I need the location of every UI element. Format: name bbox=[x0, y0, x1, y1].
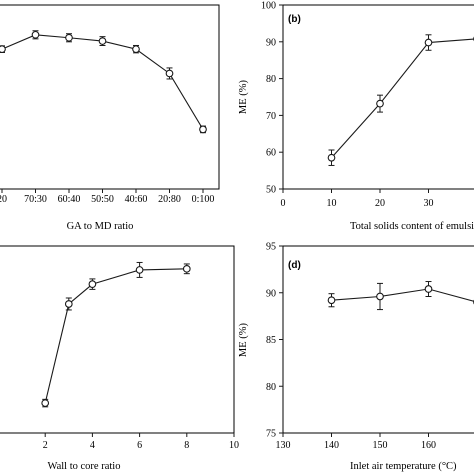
panel-d-x-tick-label: 140 bbox=[324, 440, 339, 451]
panel-a-x-tick-label: 60:40 bbox=[58, 194, 81, 205]
panel-b-y-tick-label: 60 bbox=[266, 148, 276, 159]
panel-b-x-tick-label: 10 bbox=[327, 198, 337, 209]
panel-d-label: (d) bbox=[288, 260, 301, 271]
panel-b-x-tick-label: 30 bbox=[424, 198, 434, 209]
panel-d-y-tick-label: 95 bbox=[266, 242, 276, 253]
panel-c-axes-frame bbox=[0, 245, 235, 434]
panel-b: 0 10 20 30 50 60 70 80 90 100 (b) ME (%) Total so… bbox=[238, 1, 474, 232]
panel-c: 2 4 6 8 10 Wall to core ratio bbox=[0, 245, 239, 472]
panel-a-x-axis-label: GA to MD ratio bbox=[67, 221, 134, 232]
panel-a-data-point bbox=[199, 125, 207, 134]
panel-c-data-point bbox=[64, 300, 73, 308]
panel-d-y-tick-label: 75 bbox=[266, 429, 276, 440]
panel-c-x-tick-label: 8 bbox=[184, 440, 189, 451]
panel-c-x-tick-label: 2 bbox=[43, 440, 48, 451]
panel-a-x-tick-label: 20:80 bbox=[158, 194, 181, 205]
panel-c-x-tick-label: 10 bbox=[229, 440, 239, 451]
panel-a-data-point bbox=[65, 33, 73, 42]
panel-d-series-line bbox=[331, 288, 474, 302]
panel-d-axes-frame bbox=[282, 245, 474, 434]
panel-a-x-tick-label: 20 bbox=[0, 194, 7, 205]
panel-b-y-tick-label: 80 bbox=[266, 74, 276, 85]
panel-a-axes-frame bbox=[0, 4, 220, 190]
panel-b-data-point bbox=[376, 99, 384, 108]
panel-d-y-tick-label: 90 bbox=[266, 288, 276, 299]
panel-d-data-point bbox=[327, 296, 336, 305]
panel-b-x-tick-label: 0 bbox=[281, 198, 286, 209]
panel-b-y-tick-label: 100 bbox=[261, 1, 276, 12]
panel-d-x-axis-label: Inlet air temperature (°C) bbox=[350, 461, 457, 472]
panel-d-x-tick-label: 160 bbox=[421, 440, 436, 451]
panel-a-data-point bbox=[132, 45, 140, 54]
panel-a-series-line bbox=[1, 34, 204, 130]
panel-c-data-point bbox=[41, 399, 50, 407]
panel-b-x-axis-label: Total solids content of emulsion bbox=[350, 221, 474, 232]
panel-a: 20 70:30 60:40 50:50 40:60 20:80 0:100 GA to M… bbox=[0, 4, 220, 232]
panel-b-label: (b) bbox=[288, 14, 301, 25]
panel-b-y-axis-label: ME (%) bbox=[238, 79, 249, 114]
panel-b-axes-frame bbox=[282, 4, 474, 190]
panel-a-x-tick-label: 40:60 bbox=[125, 194, 148, 205]
panel-a-x-tick-label: 0:100 bbox=[192, 194, 215, 205]
panel-c-series-line bbox=[44, 268, 187, 404]
panel-a-data-point bbox=[165, 69, 174, 78]
panel-c-x-tick-label: 4 bbox=[90, 440, 95, 451]
panel-b-data-point bbox=[327, 153, 336, 162]
panel-a-data-point bbox=[98, 37, 107, 45]
panel-c-data-point bbox=[182, 264, 191, 273]
panel-c-data-point bbox=[135, 266, 144, 274]
panel-c-x-tick-label: 6 bbox=[137, 440, 142, 451]
panel-b-series-line bbox=[331, 38, 474, 159]
panel-d-y-axis-label: ME (%) bbox=[238, 322, 249, 357]
panel-d-x-tick-label: 150 bbox=[373, 440, 388, 451]
panel-d-data-point bbox=[376, 292, 384, 301]
panel-b-data-point bbox=[424, 38, 433, 47]
panel-d-data-point bbox=[424, 285, 433, 293]
panel-b-y-tick-label: 90 bbox=[266, 37, 276, 48]
panel-d-y-tick-label: 80 bbox=[266, 382, 276, 393]
panel-a-data-point bbox=[31, 30, 40, 39]
panel-b-x-tick-label: 20 bbox=[375, 198, 385, 209]
panel-c-x-axis-label: Wall to core ratio bbox=[48, 461, 121, 472]
panel-b-y-tick-label: 70 bbox=[266, 111, 276, 122]
panel-a-x-tick-label: 70:30 bbox=[24, 194, 47, 205]
panel-c-data-point bbox=[88, 280, 97, 288]
panel-d-x-tick-label: 130 bbox=[276, 440, 291, 451]
panel-d: 130 140 150 160 75 80 85 90 95 (d) ME (%) Inlet … bbox=[238, 242, 474, 472]
panel-a-x-tick-label: 50:50 bbox=[91, 194, 114, 205]
panel-b-y-tick-label: 50 bbox=[266, 185, 276, 196]
panel-d-y-tick-label: 85 bbox=[266, 335, 276, 346]
panel-a-data-point bbox=[0, 45, 6, 54]
